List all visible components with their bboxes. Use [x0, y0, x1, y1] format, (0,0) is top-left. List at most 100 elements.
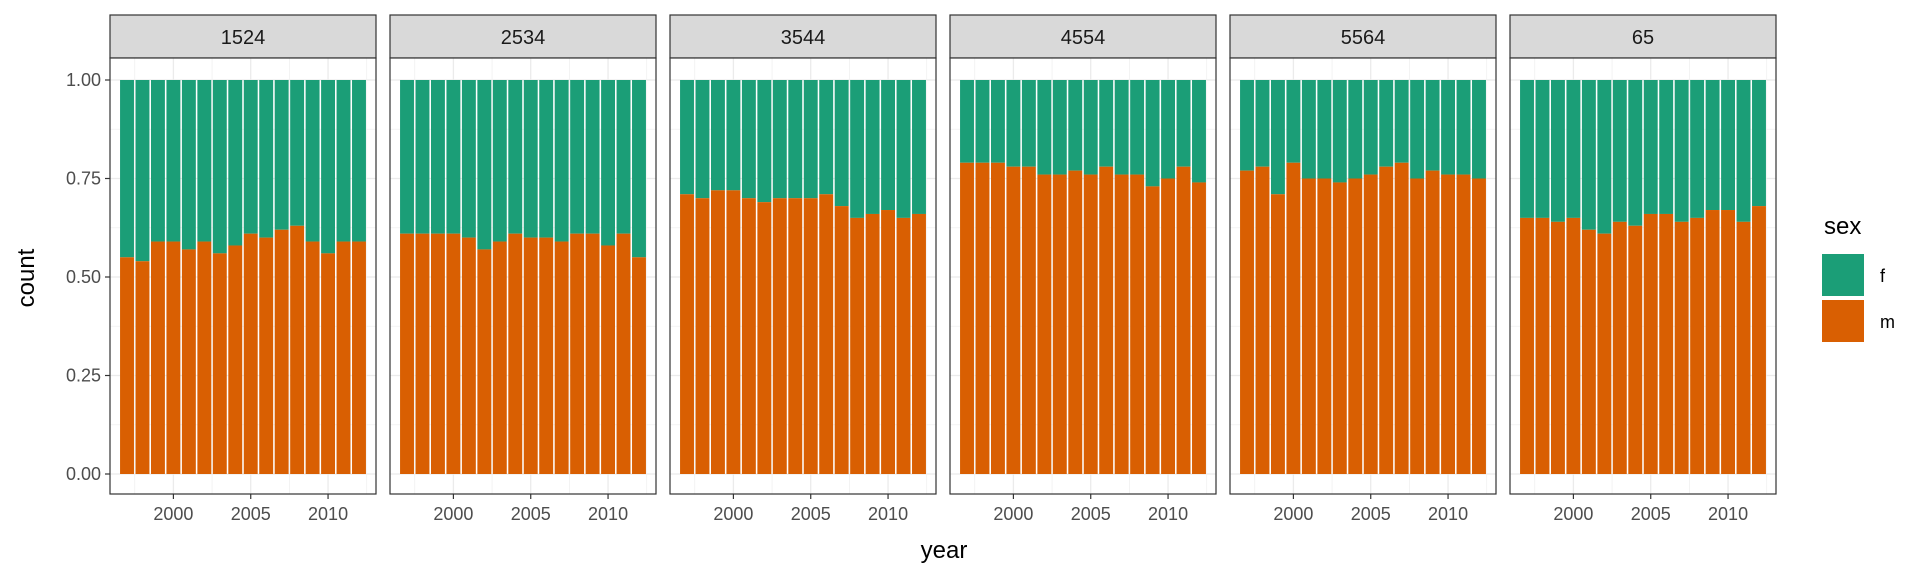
bar-m-2008	[1690, 217, 1705, 474]
x-tick-label: 2000	[1273, 504, 1313, 524]
bar-f-2009	[585, 80, 600, 234]
y-tick-label: 0.50	[66, 267, 101, 287]
bar-m-2009	[585, 233, 600, 474]
bar-f-2012	[1752, 80, 1766, 207]
bar-f-2006	[819, 80, 834, 195]
bar-f-2008	[1130, 80, 1145, 175]
panel-background	[1510, 58, 1776, 494]
bar-m-2011	[1456, 174, 1471, 474]
x-tick-label: 2005	[1631, 504, 1671, 524]
bar-f-2002	[1317, 80, 1332, 179]
bar-f-2005	[1643, 80, 1658, 214]
bar-f-2010	[321, 80, 336, 254]
bar-m-2003	[212, 253, 227, 474]
bar-m-2004	[1068, 170, 1083, 474]
bar-m-2006	[1099, 166, 1114, 474]
bar-f-2000	[446, 80, 461, 234]
bar-f-1997	[1240, 80, 1254, 171]
bar-m-1999	[430, 233, 445, 474]
bar-f-1998	[1535, 80, 1550, 218]
panel-background	[390, 58, 656, 494]
bar-f-2012	[1192, 80, 1206, 183]
bar-m-2006	[1659, 213, 1674, 474]
bar-m-2011	[336, 241, 351, 474]
bar-f-1999	[150, 80, 165, 242]
bar-f-2007	[834, 80, 849, 207]
panel-border	[1509, 57, 1777, 495]
bar-m-2009	[865, 213, 880, 474]
bar-f-2001	[181, 80, 196, 250]
bar-m-1999	[1270, 194, 1285, 474]
panel-border	[389, 57, 657, 495]
bar-f-2010	[1721, 80, 1736, 211]
bar-m-1998	[695, 198, 710, 474]
bar-f-2002	[477, 80, 492, 250]
bar-m-2002	[1317, 178, 1332, 474]
bar-f-2003	[772, 80, 787, 199]
bar-m-2003	[1332, 182, 1347, 474]
x-tick-label: 2010	[588, 504, 628, 524]
bar-m-1999	[710, 190, 725, 474]
legend: sex f m	[1822, 213, 1895, 342]
facet-panel-1524: 1524 2000 2005 2010	[109, 14, 377, 524]
bar-m-2009	[1145, 186, 1160, 474]
facet-strip	[949, 14, 1217, 59]
bar-m-2012	[1192, 182, 1206, 474]
legend-title: sex	[1824, 213, 1861, 240]
bar-m-2003	[1052, 174, 1067, 474]
panel-background	[1230, 58, 1496, 494]
facet-panel-4554: 4554 2000 2005 2010	[949, 14, 1217, 524]
bar-m-2010	[881, 210, 896, 474]
bar-m-2001	[741, 198, 756, 474]
bar-m-2004	[1628, 225, 1643, 474]
panel-border	[1229, 57, 1497, 495]
bar-f-2005	[1083, 80, 1098, 175]
bar-f-2011	[896, 80, 911, 218]
bar-m-1997	[1240, 170, 1254, 474]
bar-f-2006	[1379, 80, 1394, 167]
bar-m-2008	[570, 233, 585, 474]
bar-f-2004	[228, 80, 243, 246]
bar-f-1997	[960, 80, 974, 163]
bar-m-2010	[1441, 174, 1456, 474]
bar-f-2008	[570, 80, 585, 234]
bar-f-2009	[1425, 80, 1440, 171]
bar-f-2011	[1176, 80, 1191, 167]
facet-panel-2534: 2534 2000 2005 2010	[389, 14, 657, 524]
bar-m-1998	[1535, 217, 1550, 474]
bar-f-2007	[1114, 80, 1129, 175]
bar-m-2000	[1006, 166, 1021, 474]
bar-f-2007	[554, 80, 569, 242]
facet-strip-label: 2534	[501, 27, 546, 49]
bar-f-2006	[1659, 80, 1674, 214]
facet-strip	[1229, 14, 1497, 59]
bar-m-2010	[1721, 210, 1736, 474]
bar-f-2011	[1456, 80, 1471, 175]
bar-m-2001	[181, 249, 196, 474]
bar-m-1997	[1520, 217, 1534, 474]
facet-strip-label: 3544	[781, 27, 826, 49]
bar-f-2002	[757, 80, 772, 203]
bar-f-2000	[1286, 80, 1301, 163]
y-axis-title: count	[13, 248, 40, 307]
bar-m-2000	[166, 241, 181, 474]
bars	[1520, 80, 1766, 474]
facet-panel-5564: 5564 2000 2005 2010	[1229, 14, 1497, 524]
bar-m-2012	[1472, 178, 1486, 474]
bar-f-2005	[803, 80, 818, 199]
bar-f-2001	[1021, 80, 1036, 167]
panel-border	[949, 57, 1217, 495]
x-tick-label: 2000	[993, 504, 1033, 524]
facet-strip-label: 5564	[1341, 27, 1386, 49]
bar-f-2004	[1628, 80, 1643, 226]
bar-f-1999	[710, 80, 725, 191]
bar-f-2001	[1581, 80, 1596, 230]
bar-m-2007	[554, 241, 569, 474]
y-tick-label: 0.75	[66, 169, 101, 189]
bar-f-1999	[990, 80, 1005, 163]
bar-f-1997	[120, 80, 134, 258]
bar-m-2012	[1752, 206, 1766, 474]
bar-f-2008	[1410, 80, 1425, 179]
x-tick-label: 2000	[1553, 504, 1593, 524]
bar-m-2001	[461, 237, 476, 474]
